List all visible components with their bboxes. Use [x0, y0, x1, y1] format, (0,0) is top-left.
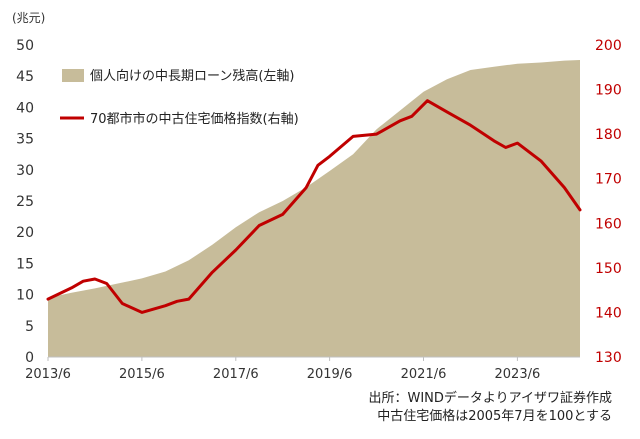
left-axis-tick-label: 45 — [16, 69, 34, 85]
price-index-line — [46, 99, 582, 314]
area-series-layer — [48, 60, 580, 357]
right-axis-tick-label: 130 — [595, 350, 622, 366]
right-axis-tick-label: 190 — [595, 83, 622, 99]
right-axis-tick-label: 200 — [595, 38, 622, 54]
left-axis-tick-label: 30 — [16, 163, 34, 179]
left-axis-tick-label: 25 — [16, 194, 34, 210]
left-axis-tick-label: 0 — [25, 350, 34, 366]
legend: 個人向けの中長期ローン残高(左軸) 70都市市の中古住宅価格指数(右軸) — [60, 68, 299, 127]
legend-area-label: 個人向けの中長期ローン残高(左軸) — [90, 68, 295, 84]
x-axis-tick-label: 2021/6 — [401, 367, 447, 382]
right-axis-tick-label: 160 — [595, 216, 622, 232]
left-axis-tick-label: 20 — [16, 225, 34, 241]
left-axis-unit: (兆元) — [12, 11, 45, 25]
left-axis-tick-label: 15 — [16, 256, 34, 272]
x-axis-tick-label: 2013/6 — [25, 367, 71, 382]
left-axis-tick-label: 5 — [25, 319, 34, 335]
legend-area-swatch — [62, 69, 84, 82]
x-axis-ticks: 2013/6 2015/6 2017/6 2019/6 2021/6 2023/6 — [25, 357, 540, 382]
left-axis-tick-label: 50 — [16, 38, 34, 54]
x-axis-tick-label: 2017/6 — [213, 367, 259, 382]
x-axis-tick-label: 2023/6 — [495, 367, 541, 382]
left-axis-tick-label: 10 — [16, 288, 34, 304]
right-axis-tick-label: 170 — [595, 172, 622, 188]
x-axis-tick-label: 2019/6 — [307, 367, 353, 382]
x-axis-tick-label: 2015/6 — [119, 367, 165, 382]
right-axis-tick-label: 140 — [595, 305, 622, 321]
line-series-layer — [46, 99, 582, 314]
right-axis-ticks: 130 140 150 160 170 180 190 200 — [595, 38, 622, 366]
right-axis-tick-label: 150 — [595, 261, 622, 277]
right-axis-tick-label: 180 — [595, 127, 622, 143]
legend-line-label: 70都市市の中古住宅価格指数(右軸) — [90, 111, 299, 127]
left-axis-tick-label: 40 — [16, 100, 34, 116]
source-note-line2: 中古住宅価格は2005年7月を100とする — [377, 408, 612, 424]
loan-balance-area — [48, 60, 580, 357]
left-axis-tick-label: 35 — [16, 132, 34, 148]
left-axis-ticks: 0 5 10 15 20 25 30 35 40 45 50 — [16, 38, 34, 366]
source-note-line1: 出所：WINDデータよりアイザワ証券作成 — [368, 390, 612, 406]
